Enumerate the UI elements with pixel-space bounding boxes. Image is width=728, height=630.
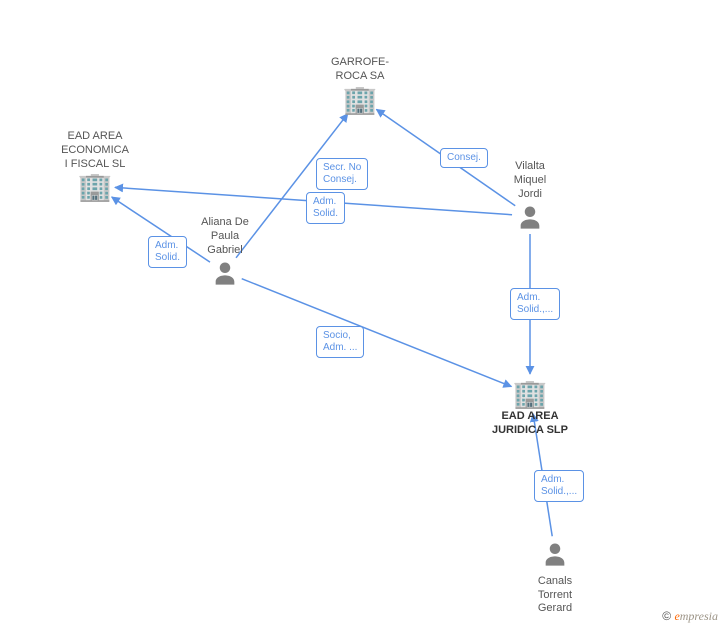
brand-logo-rest: mpresia xyxy=(680,609,718,623)
node-ead_econ[interactable]: EAD AREAECONOMICAI FISCAL SL🏢 xyxy=(50,130,140,201)
node-label: GARROFE-ROCA SA xyxy=(315,56,405,84)
building-icon: 🏢 xyxy=(50,173,140,201)
edge-aliana-ead_jur xyxy=(242,279,512,387)
node-aliana[interactable]: Aliana DePaulaGabriel xyxy=(180,216,270,292)
footer-attribution: © empresia xyxy=(662,609,718,624)
copyright-symbol: © xyxy=(662,609,671,623)
node-label: VilaltaMiquelJordi xyxy=(485,160,575,201)
building-icon: 🏢 xyxy=(315,86,405,114)
node-label: Aliana DePaulaGabriel xyxy=(180,216,270,257)
edge-label-vilalta-ead_econ: Adm. Solid. xyxy=(306,192,345,224)
edge-label-aliana-ead_jur: Socio, Adm. ... xyxy=(316,326,364,358)
node-ead_jur[interactable]: 🏢EAD AREAJURIDICA SLP xyxy=(485,380,575,438)
edge-label-vilalta-garrofe: Consej. xyxy=(440,148,488,168)
edge-label-aliana-ead_econ: Adm. Solid. xyxy=(148,236,187,268)
node-label: CanalsTorrentGerard xyxy=(510,575,600,616)
node-vilalta[interactable]: VilaltaMiquelJordi xyxy=(485,160,575,236)
node-garrofe[interactable]: GARROFE-ROCA SA🏢 xyxy=(315,56,405,114)
building-icon: 🏢 xyxy=(485,380,575,408)
node-canals[interactable]: CanalsTorrentGerard xyxy=(510,540,600,616)
edge-label-vilalta-ead_jur: Adm. Solid.,... xyxy=(510,288,560,320)
node-label: EAD AREAECONOMICAI FISCAL SL xyxy=(50,130,140,171)
person-icon xyxy=(510,540,600,573)
edge-label-aliana-garrofe: Secr. No Consej. xyxy=(316,158,368,190)
node-label: EAD AREAJURIDICA SLP xyxy=(485,410,575,438)
person-icon xyxy=(485,203,575,236)
edge-label-canals-ead_jur: Adm. Solid.,... xyxy=(534,470,584,502)
person-icon xyxy=(180,259,270,292)
